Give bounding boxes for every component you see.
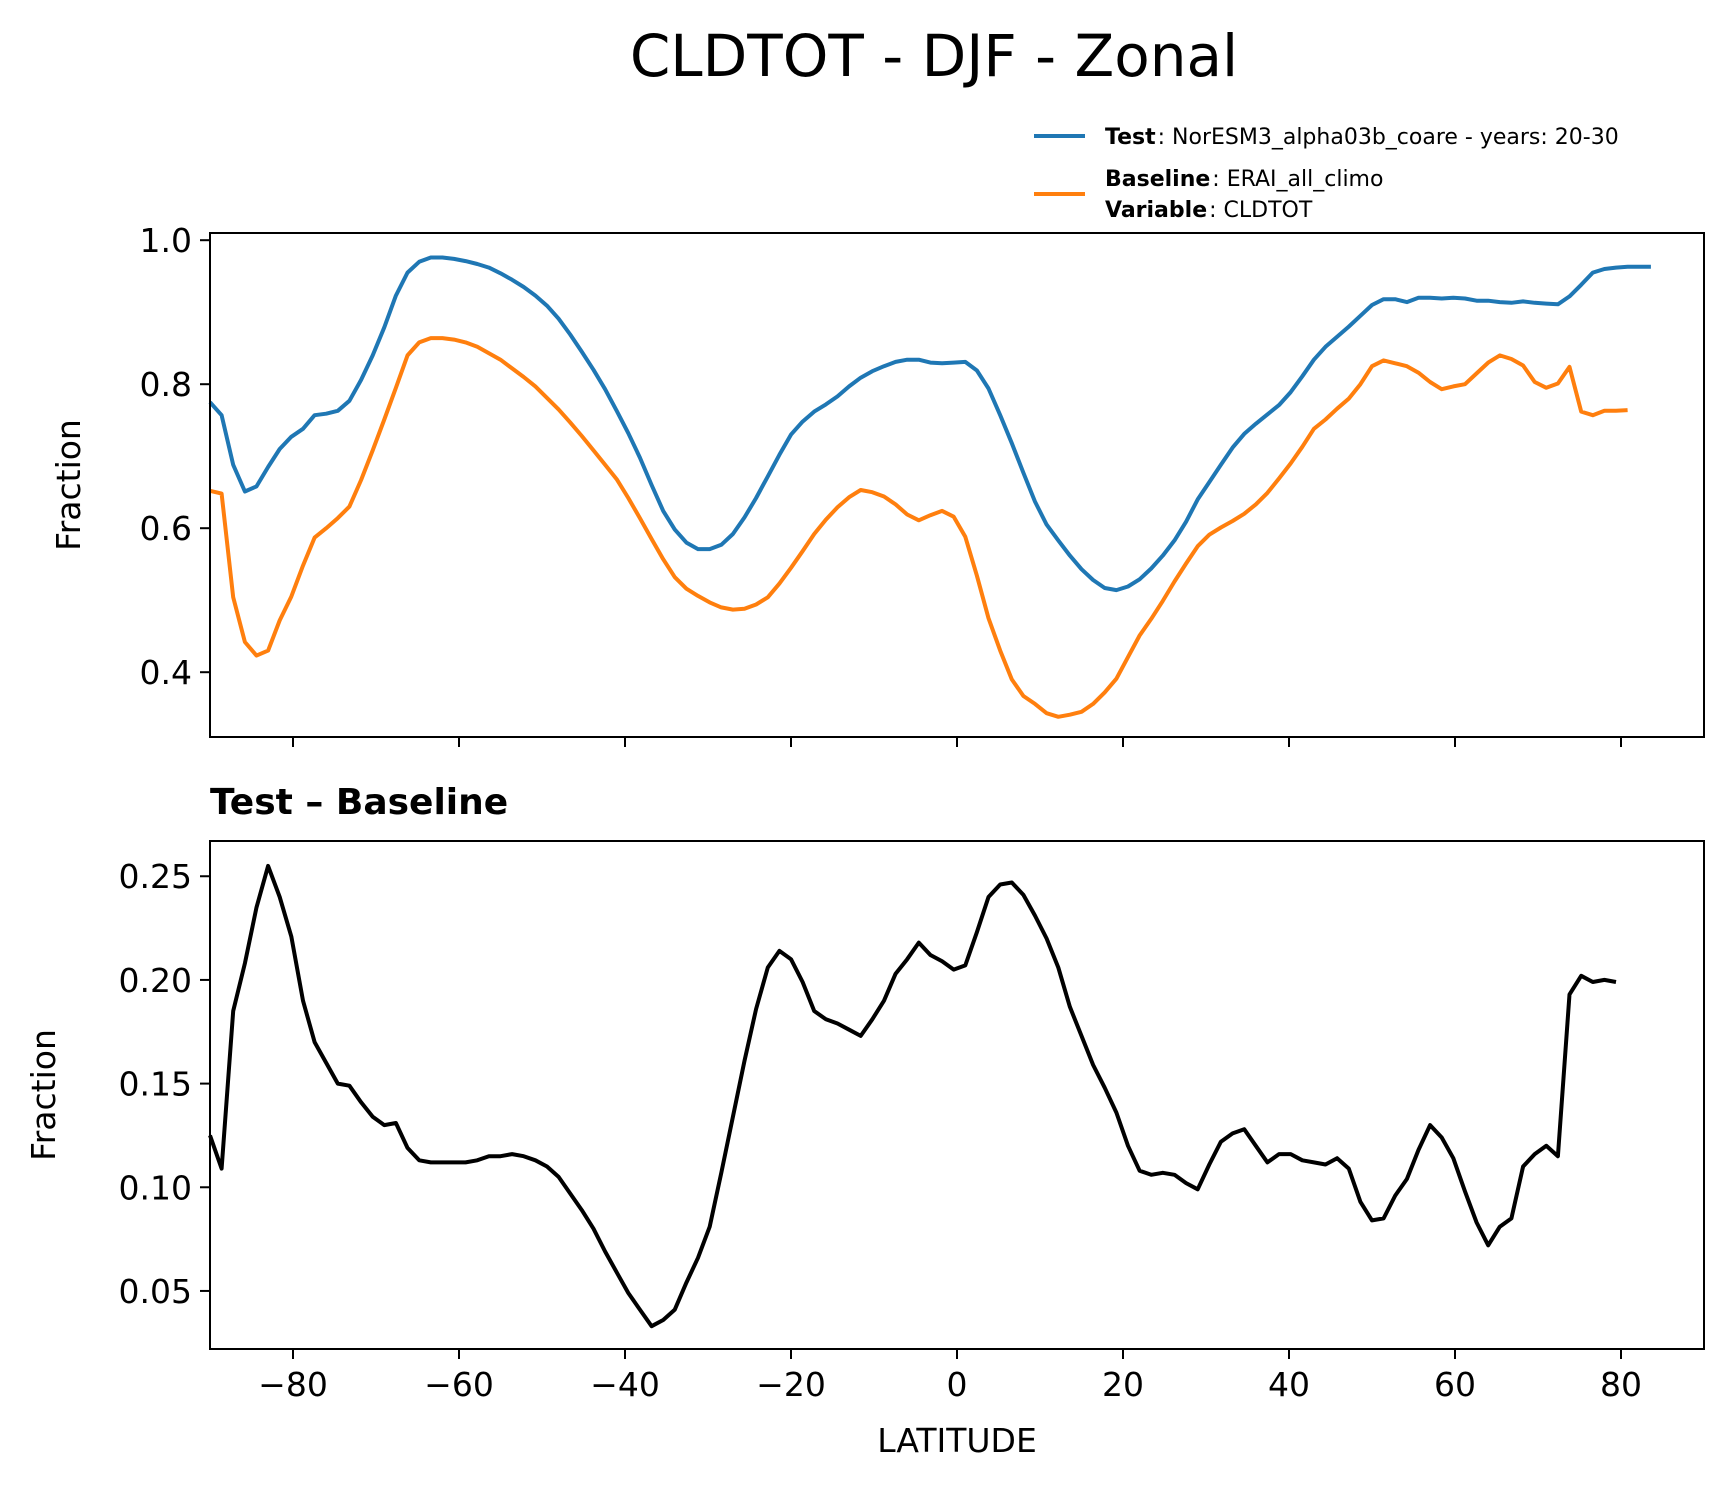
- y-tick-label: 1.0: [140, 221, 192, 260]
- top-panel: 0.4 0.6 0.8 1.0 Fraction: [49, 221, 1705, 747]
- y-tick-label: 0.25: [119, 857, 192, 896]
- x-axis-title: LATITUDE: [877, 1421, 1037, 1460]
- legend: Test: NorESM3_alpha03b_coare - years: 20…: [1034, 125, 1619, 223]
- legend-variable-entry: Variable: CLDTOT: [1105, 198, 1313, 223]
- legend-baseline-key: Baseline: [1105, 167, 1210, 192]
- series-line-test-baseline: [208, 863, 1617, 1329]
- series-line-test: [208, 255, 1651, 593]
- y-tick-label: 0.8: [140, 365, 192, 404]
- legend-test-entry: Test: NorESM3_alpha03b_coare - years: 20…: [1105, 125, 1619, 150]
- x-tick-label: −60: [424, 1365, 494, 1404]
- legend-test-value: : NorESM3_alpha03b_coare - years: 20-30: [1158, 125, 1619, 150]
- y-tick-label: 0.20: [119, 961, 192, 1000]
- bottom-panel: 0.05 0.10 0.15 0.20 0.25 −80 −60 −40 −20 0 20 40 60 8…: [24, 840, 1705, 1460]
- figure-title: CLDTOT - DJF - Zonal: [630, 22, 1238, 90]
- y-axis-title: Fraction: [49, 419, 88, 551]
- legend-baseline-entry: Baseline: ERAI_all_climo: [1105, 167, 1383, 192]
- legend-test-key: Test: [1105, 125, 1156, 150]
- y-tick-label: 0.4: [140, 653, 192, 692]
- y-tick-label: 0.6: [140, 509, 192, 548]
- legend-baseline-value: : ERAI_all_climo: [1212, 167, 1383, 192]
- y-tick-label: 0.15: [119, 1065, 192, 1104]
- difference-panel-title: Test – Baseline: [210, 782, 508, 823]
- x-tick-label: 0: [947, 1365, 968, 1404]
- x-tick-label: 40: [1268, 1365, 1310, 1404]
- y-axis-title: Fraction: [24, 1029, 63, 1161]
- x-tick-label: −80: [258, 1365, 328, 1404]
- x-tick-label: 20: [1102, 1365, 1144, 1404]
- y-tick-label: 0.10: [119, 1168, 192, 1207]
- y-tick-label: 0.05: [119, 1272, 192, 1311]
- x-tick-label: −40: [590, 1365, 660, 1404]
- x-tick-label: 80: [1600, 1365, 1642, 1404]
- legend-variable-value: : CLDTOT: [1209, 198, 1313, 223]
- x-tick-label: 60: [1434, 1365, 1476, 1404]
- x-tick-label: −20: [756, 1365, 826, 1404]
- legend-variable-key: Variable: [1105, 198, 1207, 223]
- series-line-baseline: [209, 336, 1628, 719]
